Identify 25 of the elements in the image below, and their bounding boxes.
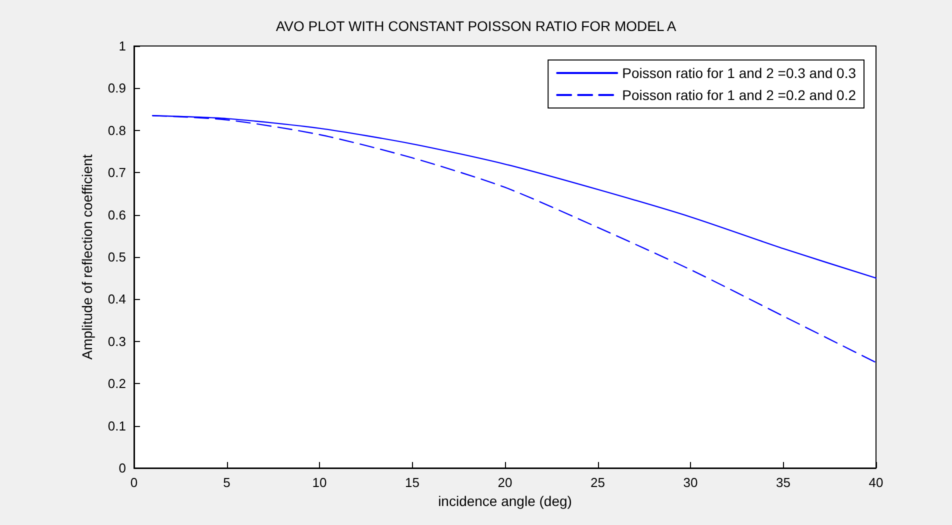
x-tick-label: 10	[312, 475, 327, 490]
legend-label: Poisson ratio for 1 and 2 =0.3 and 0.3	[622, 65, 856, 81]
x-tick-label: 40	[868, 475, 884, 490]
y-tick-label: 0	[118, 460, 126, 476]
x-tick-label: 20	[498, 475, 512, 490]
y-tick-label: 0.4	[108, 292, 126, 307]
y-tick-label: 0.2	[108, 376, 126, 392]
y-tick-label: 0.1	[108, 418, 126, 434]
x-axis-title: incidence angle (deg)	[438, 492, 572, 509]
x-tick-label: 35	[776, 475, 790, 490]
y-tick-label: 0.8	[108, 122, 126, 138]
y-tick-label: 0.9	[108, 80, 126, 96]
y-tick-label: 1	[118, 38, 126, 54]
x-tick-label: 5	[223, 475, 230, 490]
x-tick-label: 30	[683, 475, 698, 490]
y-tick-label: 0.5	[108, 250, 126, 264]
y-axis-title: Amplitude of reflection coefficient	[79, 154, 95, 360]
legend-label: Poisson ratio for 1 and 2 =0.2 and 0.2	[622, 87, 856, 103]
y-tick-label: 0.7	[108, 165, 126, 180]
y-tick-label: 0.6	[108, 207, 126, 222]
x-tick-label: 15	[405, 475, 420, 490]
x-tick-label: 0	[130, 475, 138, 490]
chart-title: AVO PLOT WITH CONSTANT POISSON RATIO FOR MODEL A	[276, 18, 677, 34]
y-tick-label: 0.3	[108, 334, 126, 349]
x-tick-label: 25	[590, 475, 605, 490]
